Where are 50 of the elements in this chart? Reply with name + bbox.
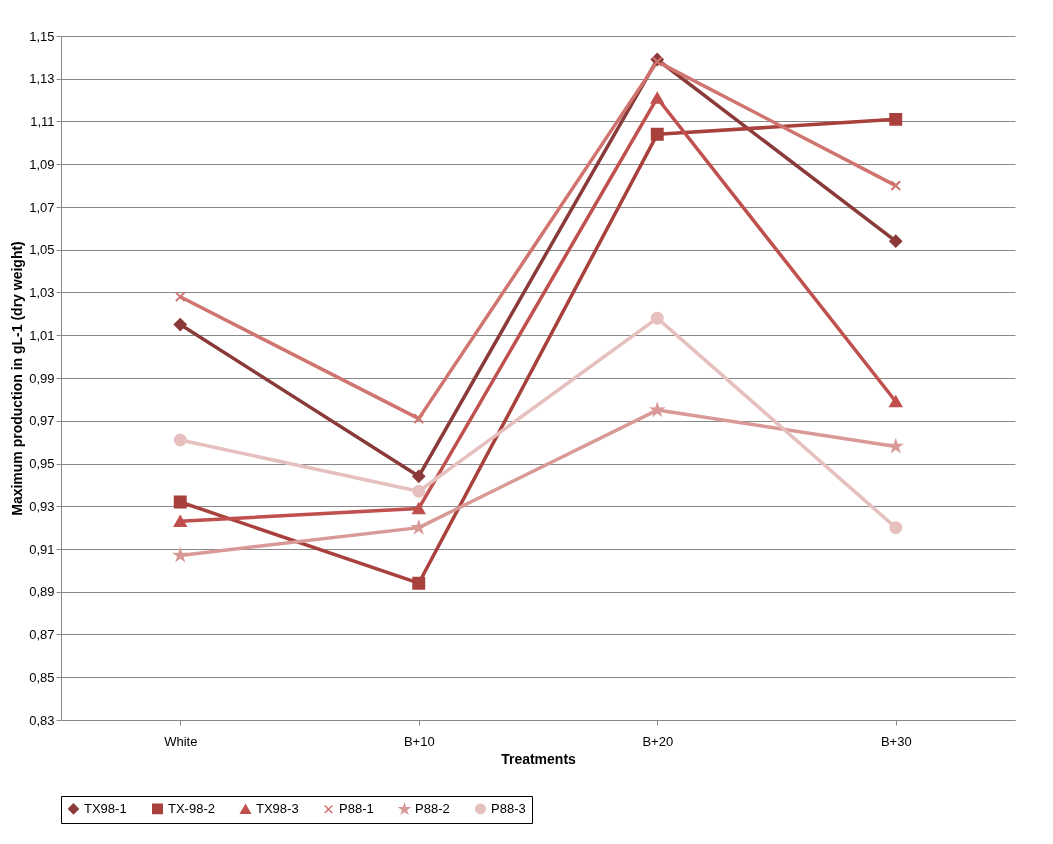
x-tick-label: White — [164, 733, 198, 749]
y-tick-label: 1,11 — [30, 114, 55, 129]
y-tick-label: 1,07 — [29, 199, 55, 215]
x-tick-label: B+10 — [403, 733, 435, 749]
point — [890, 180, 902, 192]
y-tick-label: 1,03 — [29, 285, 55, 300]
y-tick-label: 0,99 — [29, 370, 55, 386]
point — [412, 576, 426, 590]
y-tick-label: 0,83 — [29, 712, 55, 728]
point — [172, 547, 189, 563]
x-axis-title: Treatments — [501, 750, 577, 767]
y-tick-label: 0,97 — [29, 413, 55, 429]
legend-label: TX98-1 — [84, 800, 127, 816]
point — [174, 291, 186, 303]
point — [173, 515, 187, 527]
y-tick-label: 1,15 — [29, 28, 55, 44]
x-tick-label: B+30 — [880, 733, 912, 749]
point — [173, 318, 187, 332]
y-axis-title: Maximum production in gL-1 (dry weight) — [9, 241, 26, 516]
point — [412, 484, 426, 498]
point — [413, 413, 425, 424]
y-tick-label: 1,01 — [29, 327, 55, 343]
point — [412, 502, 426, 515]
y-tick-label: 0,95 — [29, 456, 55, 471]
y-tick-label: 1,05 — [29, 242, 55, 258]
legend-label: P88-2 — [415, 801, 450, 817]
legend-label: P88-3 — [491, 800, 526, 816]
point — [889, 395, 903, 408]
point — [173, 433, 187, 447]
y-tick-label: 1,13 — [29, 71, 55, 87]
legend-label: P88-1 — [339, 801, 374, 817]
point — [650, 311, 664, 325]
point — [173, 495, 187, 509]
point — [889, 521, 903, 535]
y-tick-label: 0,87 — [29, 627, 55, 642]
legend-label: TX-98-2 — [168, 800, 215, 816]
point — [889, 234, 903, 248]
point — [650, 92, 664, 104]
y-tick-label: 0,89 — [29, 584, 55, 600]
y-tick-label: 0,91 — [29, 541, 55, 557]
y-tick-label: 0,85 — [29, 669, 55, 685]
y-tick-label: 0,93 — [29, 498, 55, 514]
point — [412, 469, 426, 483]
legend-label: TX98-3 — [256, 801, 299, 817]
y-tick-label: 1,09 — [29, 156, 55, 172]
point — [410, 519, 427, 535]
point — [649, 401, 666, 417]
x-tick-label: B+20 — [642, 733, 674, 749]
point — [889, 112, 903, 126]
point — [650, 127, 664, 141]
